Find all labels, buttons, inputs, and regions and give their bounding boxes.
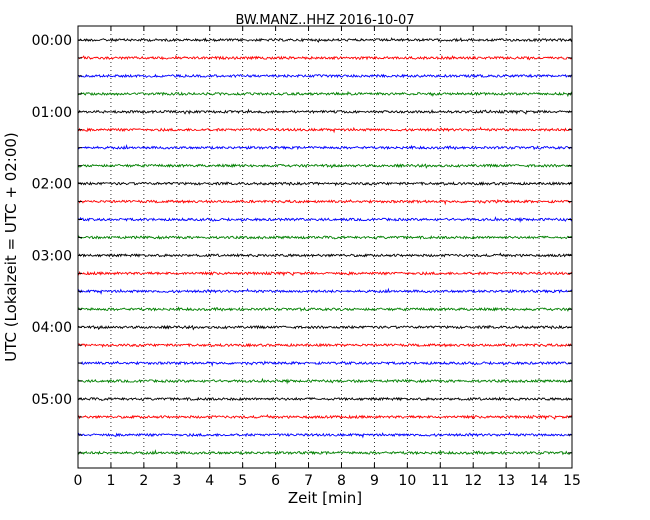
trace-line bbox=[77, 126, 573, 134]
y-axis-label: UTC (Lokalzeit = UTC + 02:00) bbox=[2, 132, 20, 362]
y-tick-label: 01:00 bbox=[32, 105, 72, 121]
trace-line bbox=[77, 235, 573, 240]
y-tick-label: 03:00 bbox=[32, 248, 72, 264]
x-tick-label: 10 bbox=[398, 473, 416, 489]
trace-line bbox=[77, 431, 573, 439]
y-tick-label: 04:00 bbox=[32, 320, 72, 336]
trace-line bbox=[77, 377, 573, 385]
trace-line bbox=[77, 108, 573, 115]
trace-line bbox=[77, 306, 573, 312]
x-tick-label: 9 bbox=[370, 473, 379, 489]
trace-line bbox=[77, 216, 573, 223]
x-tick-label: 12 bbox=[464, 473, 482, 489]
trace-line bbox=[77, 252, 573, 258]
trace-line bbox=[77, 449, 573, 456]
x-tick-label: 6 bbox=[271, 473, 280, 489]
y-tick-label: 00:00 bbox=[32, 33, 72, 49]
x-tick-label: 14 bbox=[530, 473, 548, 489]
trace-line bbox=[77, 413, 573, 421]
x-axis-label: Zeit [min] bbox=[288, 489, 362, 507]
trace-line bbox=[77, 181, 573, 187]
trace-line bbox=[77, 396, 573, 402]
plot-frame bbox=[77, 25, 573, 469]
y-tick-label: 02:00 bbox=[32, 177, 72, 193]
chart-title: BW.MANZ..HHZ 2016-10-07 bbox=[235, 13, 414, 28]
x-tick-label: 11 bbox=[431, 473, 449, 489]
trace-line bbox=[77, 73, 573, 79]
x-tick-label: 13 bbox=[497, 473, 515, 489]
trace-line bbox=[77, 287, 573, 295]
trace-line bbox=[77, 324, 573, 331]
x-tick-label: 1 bbox=[106, 473, 115, 489]
x-tick-label: 15 bbox=[563, 473, 581, 489]
trace-line bbox=[77, 163, 573, 169]
x-tick-label: 5 bbox=[238, 473, 247, 489]
y-axis-ticks: 00:00 01:00 02:00 03:00 04:00 05:00 bbox=[32, 33, 572, 454]
x-tick-label: 0 bbox=[74, 473, 83, 489]
trace-line bbox=[77, 198, 573, 206]
vertical-gridlines bbox=[110, 26, 540, 468]
x-tick-label: 7 bbox=[304, 473, 313, 489]
x-tick-label: 8 bbox=[337, 473, 346, 489]
trace-rows bbox=[77, 37, 573, 456]
trace-line bbox=[77, 90, 573, 98]
trace-line bbox=[77, 144, 573, 151]
x-axis-ticks: 0 1 2 3 4 5 6 7 8 9 10 11 12 13 14 15 bbox=[74, 26, 581, 489]
trace-line bbox=[78, 342, 573, 348]
y-tick-label: 05:00 bbox=[32, 392, 72, 408]
trace-line bbox=[77, 37, 573, 43]
trace-line bbox=[77, 54, 573, 61]
trace-line bbox=[77, 270, 573, 277]
trace-line bbox=[77, 360, 573, 367]
x-tick-label: 4 bbox=[205, 473, 214, 489]
x-tick-label: 3 bbox=[172, 473, 181, 489]
x-tick-label: 2 bbox=[139, 473, 148, 489]
